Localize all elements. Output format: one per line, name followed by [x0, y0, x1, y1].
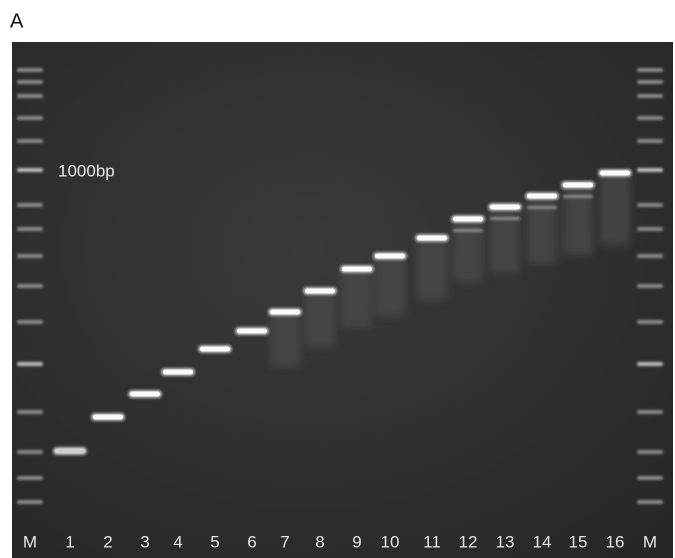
ladder-band: [17, 116, 43, 120]
ladder-band: [637, 80, 663, 84]
smear: [342, 271, 372, 327]
ladder-band: [637, 227, 663, 231]
ladder-band: [17, 80, 43, 84]
ladder-band: [637, 203, 663, 207]
lane-label: 7: [280, 532, 289, 551]
lane-label: 15: [569, 532, 588, 551]
lane-label: 14: [533, 532, 552, 551]
band: [342, 267, 372, 272]
minor-band: [563, 195, 593, 198]
smear: [270, 314, 300, 366]
ladder-band: [637, 254, 663, 258]
ladder-band: [17, 227, 43, 231]
gel-figure: A 1000bp M12345678910111213141516M: [0, 0, 675, 558]
band: [237, 329, 267, 334]
ladder-band: [637, 476, 663, 480]
ladder-band: [17, 68, 43, 72]
lane-label: 8: [315, 532, 324, 551]
ladder-band: [17, 450, 43, 454]
ladder-band: [17, 362, 43, 366]
ladder-band: [17, 476, 43, 480]
lane-label: 11: [423, 532, 441, 551]
band: [305, 289, 335, 294]
lane-label: 9: [352, 532, 361, 551]
marker-label: 1000bp: [58, 161, 115, 180]
ladder-band: [17, 320, 43, 324]
band: [200, 347, 230, 352]
lane-label: 3: [140, 532, 149, 551]
band: [375, 254, 405, 259]
band: [563, 183, 593, 188]
lane-label: 12: [459, 532, 478, 551]
ladder-band: [17, 500, 43, 504]
lane-label: M: [23, 532, 37, 551]
band: [600, 171, 630, 176]
band: [163, 370, 193, 375]
page: A 1000bp M12345678910111213141516M (() =…: [0, 0, 675, 558]
ladder-band: [637, 450, 663, 454]
smear: [417, 240, 447, 300]
lane-label: 10: [381, 532, 400, 551]
smear: [375, 258, 405, 316]
band: [490, 205, 520, 210]
band: [270, 310, 300, 315]
ladder-band: [17, 254, 43, 258]
lane-label: 5: [210, 532, 219, 551]
ladder-band: [637, 116, 663, 120]
band: [130, 392, 160, 397]
ladder-band: [17, 94, 43, 98]
ladder-band: [17, 203, 43, 207]
minor-band: [527, 206, 557, 209]
lane-label: M: [643, 532, 657, 551]
lane-label: 4: [173, 532, 182, 551]
ladder-band: [637, 320, 663, 324]
smear: [305, 293, 335, 347]
smear: [600, 175, 630, 245]
ladder-band: [637, 168, 663, 172]
ladder-band: [637, 500, 663, 504]
minor-band: [453, 229, 483, 232]
lane-label: 16: [606, 532, 625, 551]
band: [453, 217, 483, 222]
lane-label: 1: [65, 532, 74, 551]
band: [55, 449, 85, 454]
ladder-band: [17, 284, 43, 288]
panel-label: A: [10, 10, 24, 32]
band: [527, 194, 557, 199]
ladder-band: [637, 362, 663, 366]
ladder-band: [637, 139, 663, 143]
band: [417, 236, 447, 241]
ladder-band: [637, 410, 663, 414]
lane-label: 6: [247, 532, 256, 551]
band: [93, 415, 123, 420]
minor-band: [490, 217, 520, 220]
ladder-band: [17, 168, 43, 172]
ladder-band: [17, 410, 43, 414]
ladder-band: [637, 68, 663, 72]
ladder-band: [17, 139, 43, 143]
lane-label: 13: [496, 532, 515, 551]
ladder-band: [637, 284, 663, 288]
lane-label: 2: [103, 532, 112, 551]
ladder-band: [637, 94, 663, 98]
